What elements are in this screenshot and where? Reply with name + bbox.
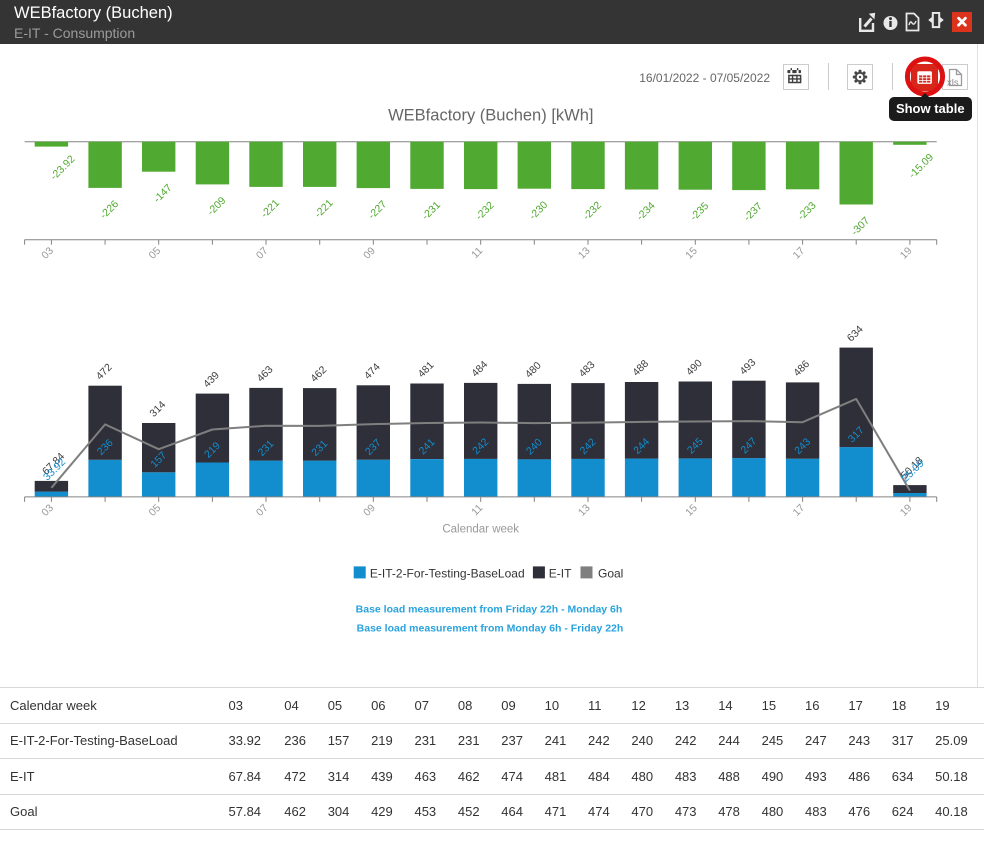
svg-text:07: 07: [254, 502, 271, 519]
svg-text:17: 17: [790, 245, 807, 262]
svg-text:439: 439: [201, 369, 222, 390]
svg-text:Goal: Goal: [598, 567, 623, 581]
svg-text:493: 493: [738, 356, 759, 377]
svg-text:11: 11: [469, 245, 485, 261]
svg-text:Base load measurement from Mon: Base load measurement from Monday 6h - F…: [357, 623, 624, 635]
svg-text:15: 15: [683, 245, 700, 262]
svg-text:Calendar week: Calendar week: [442, 524, 519, 536]
svg-text:15: 15: [683, 502, 700, 519]
svg-text:19: 19: [898, 245, 915, 262]
svg-text:07: 07: [254, 245, 271, 262]
svg-text:484: 484: [469, 359, 490, 380]
svg-text:-221: -221: [312, 197, 335, 220]
svg-text:E-IT-2-For-Testing-BaseLoad: E-IT-2-For-Testing-BaseLoad: [370, 567, 525, 581]
svg-text:490: 490: [684, 357, 705, 378]
svg-text:-209: -209: [205, 195, 228, 218]
svg-text:-226: -226: [98, 198, 121, 221]
svg-text:Base load measurement from Fri: Base load measurement from Friday 22h - …: [356, 604, 623, 616]
svg-text:-237: -237: [742, 200, 765, 223]
svg-text:11: 11: [469, 502, 485, 518]
svg-text:-227: -227: [366, 198, 389, 221]
svg-text:09: 09: [361, 502, 378, 519]
svg-text:-23.92: -23.92: [48, 153, 78, 183]
svg-text:488: 488: [630, 358, 651, 379]
svg-text:-147: -147: [151, 182, 174, 205]
svg-text:486: 486: [791, 358, 812, 379]
svg-text:-15.09: -15.09: [907, 151, 937, 181]
svg-text:03: 03: [39, 502, 56, 519]
svg-text:-232: -232: [581, 199, 604, 222]
svg-text:634: 634: [845, 323, 866, 344]
svg-text:480: 480: [523, 360, 544, 381]
svg-text:-307: -307: [849, 215, 872, 238]
svg-text:314: 314: [147, 399, 168, 420]
svg-text:WEBfactory (Buchen) [kWh]: WEBfactory (Buchen) [kWh]: [388, 107, 593, 125]
svg-text:19: 19: [898, 502, 915, 519]
svg-text:13: 13: [576, 245, 593, 262]
svg-text:-233: -233: [795, 199, 818, 222]
svg-text:474: 474: [362, 361, 383, 382]
svg-text:17: 17: [790, 502, 807, 519]
svg-text:E-IT: E-IT: [549, 567, 572, 581]
svg-text:472: 472: [94, 361, 115, 382]
svg-text:481: 481: [416, 359, 437, 380]
svg-text:-221: -221: [259, 197, 282, 220]
svg-text:462: 462: [308, 364, 329, 385]
svg-text:-230: -230: [527, 199, 550, 222]
svg-text:-232: -232: [473, 199, 496, 222]
svg-text:-234: -234: [634, 200, 657, 223]
svg-text:xls: xls: [947, 78, 959, 89]
svg-text:03: 03: [39, 245, 56, 262]
svg-text:09: 09: [361, 245, 378, 262]
svg-text:13: 13: [576, 502, 593, 519]
svg-text:483: 483: [577, 359, 598, 380]
svg-text:05: 05: [147, 245, 164, 262]
svg-text:-235: -235: [688, 200, 711, 223]
svg-text:-231: -231: [420, 199, 443, 222]
svg-text:05: 05: [147, 502, 164, 519]
svg-text:463: 463: [255, 364, 276, 385]
